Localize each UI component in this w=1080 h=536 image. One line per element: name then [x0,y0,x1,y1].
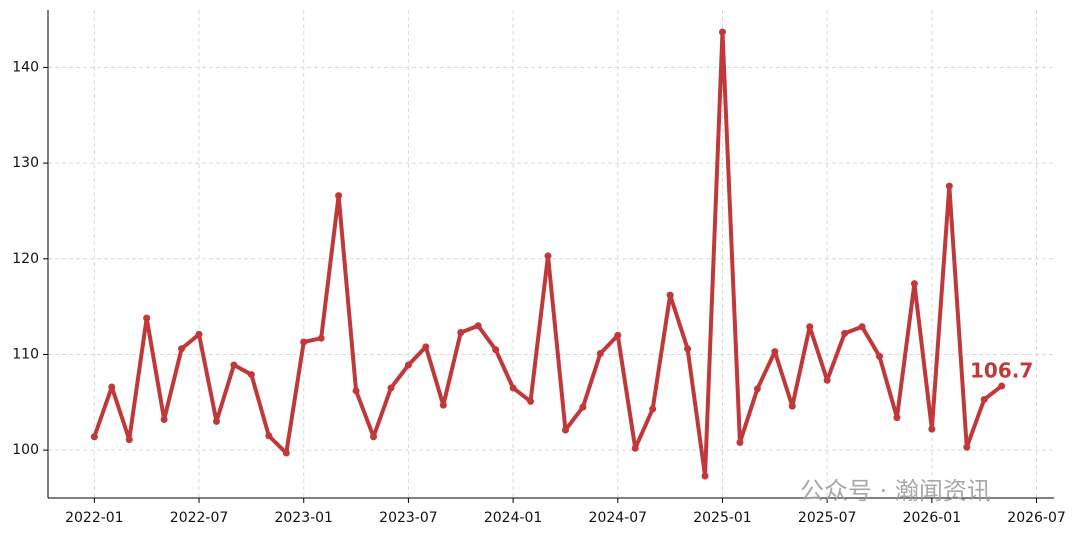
data-point [893,414,901,422]
data-point [561,426,569,434]
data-point [841,329,849,337]
data-point [457,328,465,336]
data-point [736,439,744,447]
data-point [108,383,116,391]
data-point [788,402,796,410]
data-point [753,385,761,393]
data-point [596,350,604,358]
data-point [718,28,726,36]
y-tick-label: 130 [12,155,39,171]
data-point [474,322,482,330]
data-point [160,416,168,424]
data-point [212,417,220,425]
data-point [90,433,98,441]
data-point [579,403,587,411]
x-tick-label: 2024-07 [589,510,648,526]
data-point [352,387,360,395]
data-point [928,425,936,433]
data-point [178,345,186,353]
data-point [247,371,255,379]
data-point [945,182,953,190]
data-point [230,361,238,369]
data-point [404,361,412,369]
y-tick-label: 140 [12,59,39,75]
data-label: 106.7 [970,359,1033,383]
data-point [910,280,918,288]
x-tick-label: 2023-01 [274,510,333,526]
data-point [631,444,639,452]
data-point [439,401,447,409]
data-point [492,346,500,354]
data-point [876,352,884,360]
data-point [823,376,831,384]
data-point [509,384,517,392]
data-point [387,384,395,392]
data-point [527,397,535,405]
x-tick-label: 2026-07 [1007,510,1066,526]
data-point [317,334,325,342]
data-point [370,433,378,441]
data-point [614,331,622,339]
data-point [858,323,866,331]
x-tick-label: 2023-07 [379,510,438,526]
data-point [544,252,552,260]
y-tick-label: 120 [12,251,39,267]
data-point [666,291,674,299]
data-point [998,382,1006,390]
x-tick-label: 2024-01 [484,510,543,526]
data-point [684,345,692,353]
data-point [300,338,308,346]
watermark: 公众号 · 瀚闻资讯 [800,477,991,505]
x-tick-label: 2022-07 [170,510,229,526]
data-point [701,472,709,480]
data-point [125,436,133,444]
data-point [771,348,779,356]
x-tick-label: 2026-01 [903,510,962,526]
x-tick-label: 2022-01 [65,510,124,526]
data-point [649,405,657,413]
data-point [195,330,203,338]
data-point [143,314,151,322]
y-tick-label: 110 [12,346,39,362]
data-point [265,432,273,440]
y-tick-label: 100 [12,442,39,458]
data-point [980,395,988,403]
x-tick-label: 2025-07 [798,510,857,526]
data-point [335,192,343,200]
data-point [422,343,430,351]
data-point [282,449,290,457]
data-point [806,323,814,331]
data-point [963,443,971,451]
x-tick-label: 2025-01 [693,510,752,526]
